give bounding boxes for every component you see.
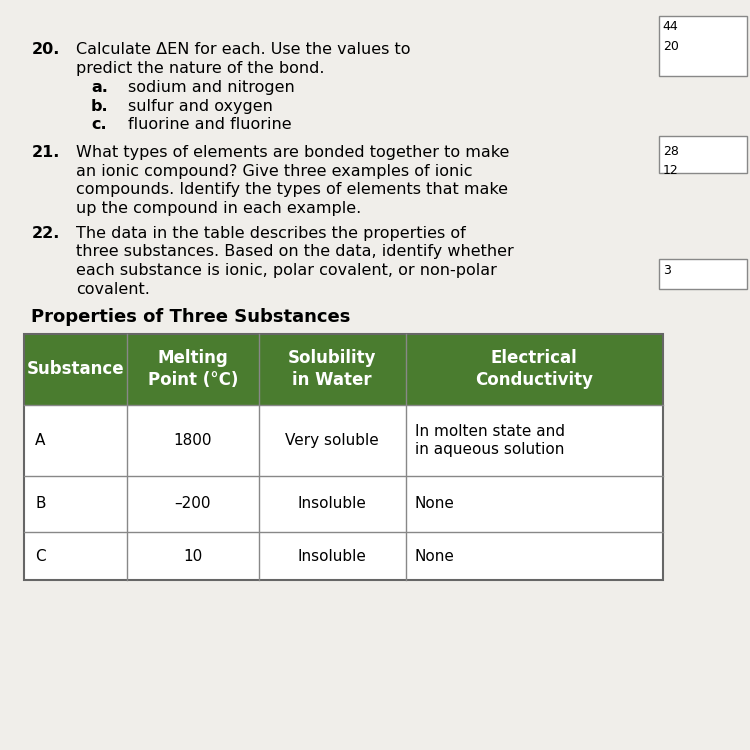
Text: None: None — [415, 549, 454, 564]
Text: Electrical
Conductivity: Electrical Conductivity — [476, 350, 593, 389]
Text: –200: –200 — [175, 496, 211, 512]
Text: Properties of Three Substances: Properties of Three Substances — [32, 308, 351, 326]
Text: 28: 28 — [663, 145, 679, 158]
Text: 12: 12 — [663, 164, 679, 176]
Text: Substance: Substance — [26, 361, 124, 379]
FancyBboxPatch shape — [24, 334, 663, 405]
Text: What types of elements are bonded together to make: What types of elements are bonded togeth… — [76, 145, 509, 160]
Text: 20.: 20. — [32, 43, 60, 58]
Text: 3: 3 — [663, 265, 670, 278]
Text: covalent.: covalent. — [76, 281, 150, 296]
Text: fluorine and fluorine: fluorine and fluorine — [128, 117, 292, 132]
Text: an ionic compound? Give three examples of ionic: an ionic compound? Give three examples o… — [76, 164, 472, 178]
Text: 21.: 21. — [32, 145, 60, 160]
FancyBboxPatch shape — [659, 136, 747, 173]
Text: three substances. Based on the data, identify whether: three substances. Based on the data, ide… — [76, 244, 514, 260]
FancyBboxPatch shape — [24, 476, 663, 532]
Text: sulfur and oxygen: sulfur and oxygen — [128, 98, 273, 113]
FancyBboxPatch shape — [24, 532, 663, 580]
Text: b.: b. — [91, 98, 109, 113]
Text: Very soluble: Very soluble — [285, 433, 379, 448]
Text: Melting
Point (°C): Melting Point (°C) — [148, 350, 238, 389]
Text: The data in the table describes the properties of: The data in the table describes the prop… — [76, 226, 466, 241]
Text: Calculate ΔEN for each. Use the values to: Calculate ΔEN for each. Use the values t… — [76, 43, 410, 58]
Text: Insoluble: Insoluble — [298, 496, 367, 512]
FancyBboxPatch shape — [659, 260, 747, 289]
Text: 20: 20 — [663, 40, 679, 53]
Text: each substance is ionic, polar covalent, or non-polar: each substance is ionic, polar covalent,… — [76, 263, 497, 278]
Text: None: None — [415, 496, 454, 512]
Text: predict the nature of the bond.: predict the nature of the bond. — [76, 62, 325, 76]
Text: up the compound in each example.: up the compound in each example. — [76, 201, 362, 216]
FancyBboxPatch shape — [24, 405, 663, 476]
Text: Insoluble: Insoluble — [298, 549, 367, 564]
Text: B: B — [35, 496, 46, 512]
Text: a.: a. — [91, 80, 108, 94]
Text: Solubility
in Water: Solubility in Water — [288, 350, 376, 389]
Text: 1800: 1800 — [173, 433, 212, 448]
Text: C: C — [35, 549, 46, 564]
Text: 44: 44 — [663, 20, 679, 33]
FancyBboxPatch shape — [659, 16, 747, 76]
Text: A: A — [35, 433, 46, 448]
Text: compounds. Identify the types of elements that make: compounds. Identify the types of element… — [76, 182, 508, 197]
Text: sodium and nitrogen: sodium and nitrogen — [128, 80, 296, 94]
Text: In molten state and
in aqueous solution: In molten state and in aqueous solution — [415, 424, 565, 458]
Text: 10: 10 — [183, 549, 203, 564]
Text: 22.: 22. — [32, 226, 60, 241]
Text: c.: c. — [91, 117, 106, 132]
